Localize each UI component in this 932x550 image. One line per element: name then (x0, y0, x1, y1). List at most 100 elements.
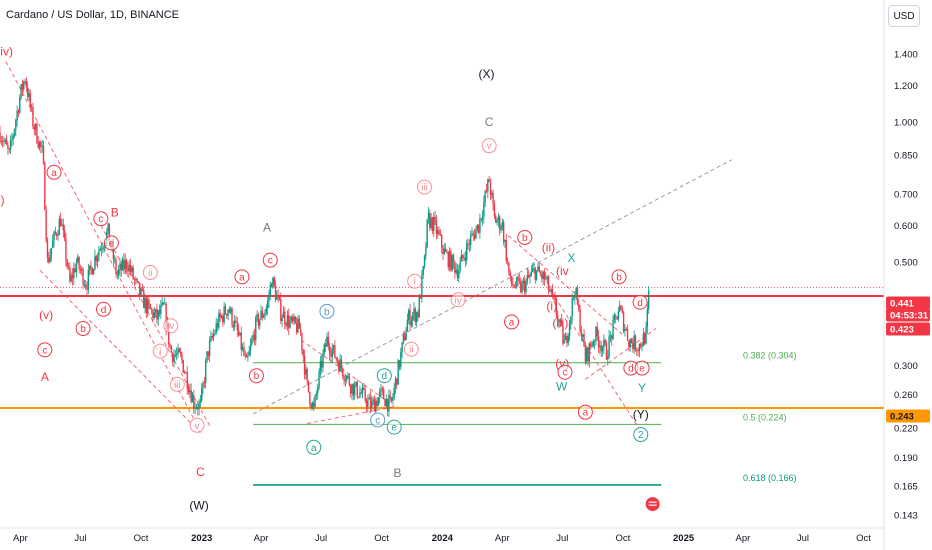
candle-body (433, 216, 435, 232)
candle-body (534, 267, 536, 280)
candle-body (435, 219, 438, 234)
candle-body (576, 288, 579, 305)
candle-body (145, 297, 148, 313)
candle-body (28, 93, 30, 97)
candle-body (364, 389, 366, 401)
candle-body (537, 266, 539, 271)
candle-body (533, 267, 535, 269)
candle-body (187, 388, 190, 393)
candle-body (375, 400, 377, 412)
candle-body (198, 402, 200, 410)
candle-body (255, 317, 257, 341)
candle-body (475, 229, 477, 239)
candle-body (487, 179, 489, 192)
candle-body (480, 218, 482, 220)
wave-label: b (324, 307, 330, 318)
currency-button[interactable]: USD (888, 5, 920, 27)
wave-label-circle (46, 164, 62, 180)
candle-body (390, 397, 393, 401)
candle-body (281, 317, 283, 321)
price-tick-label: 1.000 (894, 118, 918, 129)
candle-body (293, 316, 295, 321)
candle-body (61, 224, 63, 226)
wave-label: (X) (478, 67, 494, 81)
candle-body (297, 318, 299, 333)
wave-label-circle (93, 211, 109, 227)
candle-body (41, 145, 43, 147)
candle-body (574, 296, 576, 298)
candle-body (16, 110, 18, 121)
falling-channel-2024-lower (554, 297, 640, 429)
candle-body (317, 387, 319, 394)
wave-label: A (41, 370, 49, 384)
candle-body (298, 318, 300, 329)
wave-label-circle (370, 412, 386, 428)
candle-body (178, 348, 181, 353)
candle-body (157, 310, 159, 320)
candle-body (472, 233, 475, 235)
price-tick-label: 0.700 (894, 190, 918, 201)
candle-body (622, 312, 625, 332)
candle-body (309, 392, 311, 404)
candle-body (284, 311, 286, 325)
candle-body (443, 248, 446, 255)
candle-body (49, 254, 51, 263)
wave-label: A (263, 221, 271, 235)
wave-label-circle (634, 360, 650, 376)
price-tick-label: 0.165 (894, 482, 918, 493)
time-tick-label: Apr (736, 533, 751, 544)
candle-body (525, 280, 527, 293)
candle-body (320, 361, 323, 368)
candle-body (117, 269, 120, 274)
wave-label: (i) (546, 299, 557, 313)
wave-label: e (639, 364, 645, 375)
candle-body (220, 315, 223, 318)
candle-body (510, 276, 513, 284)
wave-label: c (375, 415, 380, 426)
candle-body (197, 407, 199, 410)
candle-body (496, 221, 498, 223)
candle-body (139, 283, 141, 295)
candle-body (612, 319, 614, 339)
candle-body (389, 395, 391, 398)
candle-body (563, 340, 565, 344)
candle-body (307, 380, 310, 393)
wave-label: i (159, 347, 161, 358)
candle-body (37, 143, 39, 148)
price-tick-label: 0.190 (894, 453, 918, 464)
candle-body (236, 322, 239, 331)
candle-body (385, 398, 387, 407)
candle-body (92, 269, 95, 275)
wave-label: C (196, 465, 205, 479)
candle-body (183, 372, 186, 374)
candle-body (177, 348, 179, 354)
wave-label-circle (481, 138, 497, 154)
wave-label: d (637, 298, 643, 309)
candle-body (554, 296, 556, 301)
candle-body (277, 295, 279, 298)
candle-body (269, 284, 271, 296)
candle-body (137, 281, 140, 284)
price-tick-label: 0.600 (894, 221, 918, 232)
candle-body (605, 343, 608, 360)
candle-body (589, 343, 592, 347)
symbol-title[interactable]: Cardano / US Dollar, 1D, BINANCE (6, 9, 180, 21)
candle-body (162, 302, 165, 305)
candle-body (54, 231, 57, 234)
support-price-tag: 0.243 (886, 409, 930, 423)
candle-body (473, 234, 476, 239)
candle-body (379, 391, 381, 398)
candle-body (400, 352, 402, 368)
wave-label-circle (103, 235, 119, 251)
candle-body (237, 330, 240, 336)
candle-body (46, 240, 49, 258)
candle-body (181, 354, 183, 361)
candle-body (468, 243, 471, 245)
wave-label-circle (152, 343, 168, 359)
candle-body (597, 336, 600, 348)
candle-body (401, 342, 403, 353)
candle-body (270, 284, 273, 288)
wave-label-circle (386, 419, 402, 435)
candle-body (531, 268, 534, 272)
